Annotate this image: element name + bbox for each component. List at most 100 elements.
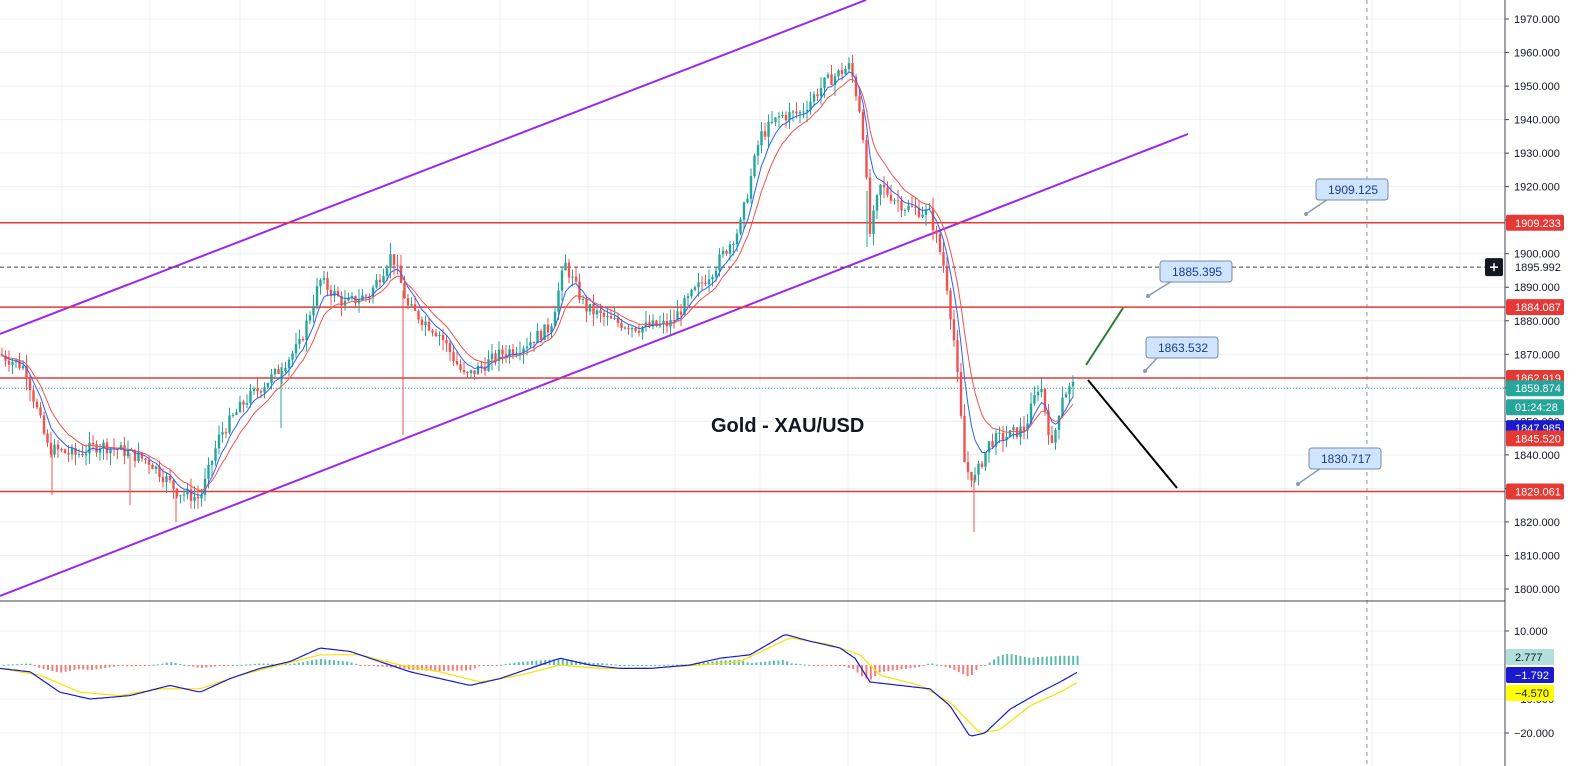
- macd-histogram-bar: [385, 665, 388, 668]
- candle-body: [595, 310, 599, 315]
- callout-anchor: [1296, 482, 1300, 486]
- macd-histogram-bar: [311, 660, 313, 665]
- candle-body: [966, 462, 970, 472]
- candle-body: [137, 452, 140, 462]
- current-price-tag-bg: [1506, 399, 1564, 416]
- macd-histogram-bar: [381, 665, 384, 667]
- price-tick-label: 1950.000: [1514, 81, 1560, 93]
- candle-body: [56, 444, 60, 450]
- macd-histogram-bar: [764, 661, 767, 665]
- macd-histogram-bar: [29, 663, 32, 665]
- candle-body: [42, 415, 46, 434]
- candle-body: [315, 286, 319, 306]
- candle-body: [165, 476, 168, 483]
- candle-body: [207, 464, 210, 479]
- candle-body: [623, 327, 627, 329]
- macd-histogram-bar: [421, 665, 423, 671]
- candle-body: [319, 279, 322, 287]
- macd-histogram-bar: [896, 665, 899, 670]
- macd-histogram-bar: [113, 665, 115, 667]
- bullish-projection-line: [1085, 307, 1124, 366]
- macd-histogram-bar: [957, 665, 960, 673]
- macd-histogram-bar: [126, 665, 129, 667]
- price-tags: 1909.2331884.0871862.9191829.0611895.992…: [1485, 214, 1564, 701]
- macd-histogram-bar: [623, 665, 626, 666]
- callout-box[interactable]: [1145, 336, 1219, 359]
- candle-body: [21, 365, 25, 369]
- macd-histogram-bar: [641, 665, 643, 666]
- macd-histogram-bar: [971, 665, 973, 675]
- macd-histogram-bar: [469, 665, 472, 671]
- level-price-tag: 1884.087: [1515, 302, 1561, 314]
- candle-body: [217, 434, 221, 449]
- candle-body: [32, 390, 35, 402]
- horizontal-levels: [0, 222, 1505, 493]
- candle-body: [109, 448, 112, 454]
- macd-histogram-bar: [139, 665, 142, 666]
- macd-histogram-bar: [667, 664, 670, 666]
- candle-body: [1040, 388, 1043, 393]
- candle-body: [938, 233, 942, 253]
- macd-histogram-bar: [953, 665, 956, 671]
- candle-body: [564, 262, 567, 271]
- macd-histogram-bar: [561, 659, 564, 665]
- candle-body: [543, 324, 546, 340]
- candle-body: [774, 117, 777, 122]
- candle-body: [1071, 381, 1075, 387]
- candle-body: [364, 295, 368, 297]
- candle-body: [144, 458, 147, 460]
- macd-histogram-bar: [95, 665, 98, 670]
- candle-body: [280, 370, 284, 374]
- candle-body: [455, 360, 459, 365]
- candle-body: [49, 442, 53, 455]
- macd-histogram-bar: [170, 662, 173, 665]
- macd-histogram-bar: [69, 665, 71, 671]
- candle-body: [805, 109, 809, 112]
- candle-body: [1026, 423, 1029, 431]
- candle-body: [728, 244, 732, 254]
- macd-histogram-bar: [966, 665, 969, 677]
- macd-histogram-bar: [315, 659, 318, 665]
- macd-histogram-bar: [808, 664, 811, 666]
- candle-body: [487, 359, 490, 371]
- macd-histogram-bar: [812, 665, 815, 666]
- candle-body: [809, 101, 812, 110]
- macd-histogram-bar: [601, 663, 604, 665]
- candle-body: [550, 326, 553, 333]
- macd-histogram-bar: [935, 664, 938, 666]
- macd-histogram-bar: [997, 656, 1000, 665]
- macd-tick-label: 10.000: [1514, 626, 1548, 638]
- add-alert-button[interactable]: [1485, 258, 1503, 277]
- candle-body: [235, 412, 238, 415]
- price-tick-label: 1810.000: [1514, 550, 1560, 562]
- candle-body: [812, 94, 816, 102]
- candle-body: [732, 244, 735, 246]
- macd-histogram-bar: [77, 665, 80, 670]
- macd-histogram-bar: [755, 662, 758, 665]
- macd-histogram-bar: [988, 662, 991, 665]
- current-price-tag: 1859.874: [1515, 383, 1561, 395]
- candle-body: [585, 299, 588, 312]
- macd-histogram-bar: [359, 665, 362, 666]
- candle-body: [84, 453, 88, 456]
- macd-histogram-bar: [887, 665, 890, 672]
- callout-box[interactable]: [1308, 447, 1382, 470]
- candle-body: [991, 441, 994, 447]
- chart-title: Gold - XAU/USD: [711, 415, 864, 437]
- macd-histogram-bar: [513, 662, 516, 665]
- candle-body: [567, 262, 571, 278]
- candle-body: [329, 289, 333, 296]
- candle-body: [466, 372, 469, 374]
- macd-histogram-bar: [909, 665, 912, 669]
- candle-body: [959, 371, 963, 416]
- macd-histogram-bar: [843, 665, 846, 667]
- candle-body: [399, 265, 403, 283]
- macd-histogram-bar: [645, 665, 648, 666]
- macd-histogram-bar: [390, 665, 393, 668]
- candle-body: [770, 121, 774, 123]
- macd-histogram-bar: [165, 662, 168, 665]
- macd-value-tag: 2.777: [1515, 652, 1543, 664]
- candle-body: [343, 300, 347, 306]
- callout-box[interactable]: [1159, 260, 1233, 283]
- callout-box[interactable]: [1315, 178, 1389, 201]
